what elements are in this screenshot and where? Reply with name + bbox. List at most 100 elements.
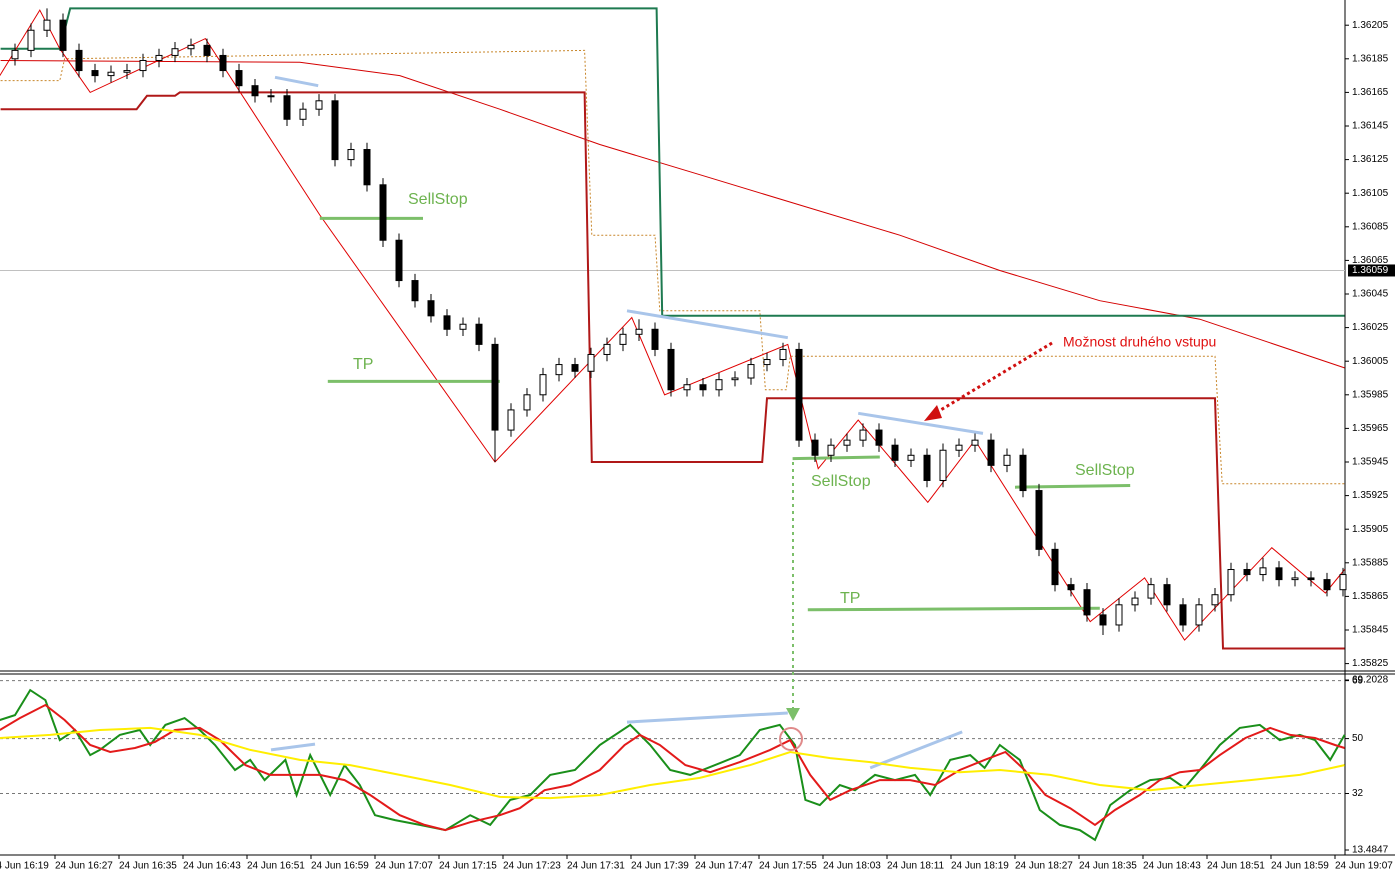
candle-body [43,19,51,31]
candle-body [683,384,691,391]
candle-body [1339,574,1347,591]
overlay-line [0,9,1345,641]
candle-body [1307,577,1315,581]
candle-body [379,184,387,241]
annotation-label: SellStop [408,191,468,208]
overlay-line [0,60,1345,369]
x-tick-label: 24 Jun 18:27 [1015,861,1073,872]
candle-body [603,343,611,355]
y-tick-label: 50 [1352,733,1364,744]
x-tick-label: 24 Jun 16:19 [0,861,49,872]
candle-body [779,348,787,361]
x-tick-label: 24 Jun 17:15 [439,861,497,872]
signal-circle [779,727,803,751]
candle-body [299,108,307,120]
candle-body [875,429,883,446]
annotation-arrow [933,341,1053,416]
candle-body [75,49,83,72]
candle-body [459,323,467,330]
y-tick-label: 1.36145 [1352,121,1389,132]
candle-body [395,239,403,282]
candle-body [1243,569,1251,576]
y-tick-label: 1.36105 [1352,188,1389,199]
x-tick-label: 24 Jun 17:47 [695,861,753,872]
candle-body [1131,597,1139,606]
candle-body [715,379,723,391]
y-tick-label: 1.35885 [1352,557,1389,568]
overlay-line [807,606,1100,612]
candle-body [347,149,355,161]
overlay-line [1014,484,1131,489]
candle-body [619,333,627,345]
last-price-box [1348,264,1395,277]
x-tick-label: 24 Jun 17:23 [503,861,561,872]
candle-body [443,315,451,330]
trend-line [270,742,316,752]
y-tick-label: 1.36085 [1352,221,1389,232]
y-tick-label: 1.36205 [1352,20,1389,31]
candle-body [699,384,707,391]
candle-body [891,444,899,461]
candle-body [1147,584,1155,599]
candle-body [171,48,179,56]
arrow-head [924,405,942,421]
candle-body [923,454,931,481]
x-tick-label: 24 Jun 18:11 [887,861,945,872]
annotation-label: SellStop [1075,462,1135,479]
indicator-line [0,726,1345,800]
candle-body [795,348,803,441]
plot-layer [0,7,1347,842]
y-tick-label: 1.36025 [1352,322,1389,333]
candle-body [1051,548,1059,586]
x-tick-label: 24 Jun 16:35 [119,861,177,872]
y-tick-label: 1.36045 [1352,289,1389,300]
overlay-line [857,411,984,435]
candle-body [651,328,659,350]
overlay-line [274,75,319,88]
candle-body [475,323,483,345]
candle-body [411,280,419,302]
x-tick-label: 24 Jun 16:43 [183,861,241,872]
candle-body [203,44,211,56]
candle-body [267,95,275,98]
candle-body [667,348,675,391]
candle-body [1259,567,1267,576]
y-tick-label: 1.36065 [1352,255,1389,266]
candle-body [1323,579,1331,591]
candle-body [843,439,851,446]
candle-body [1115,604,1123,626]
candle-body [123,70,131,73]
candle-body [1067,584,1075,591]
indicator-line [0,688,1346,842]
overlay-line [0,7,1345,317]
x-tick-label: 24 Jun 16:27 [55,861,113,872]
candle-body [1163,584,1171,606]
candle-body [155,54,163,61]
candle-body [59,19,67,51]
candle-body [955,444,963,451]
candle-body [363,149,371,186]
y-tick-label: 1.35845 [1352,625,1389,636]
candle-body [91,70,99,77]
y-tick-label: 1.36005 [1352,356,1389,367]
annotation-note: Možnost druhého vstupu [1063,334,1216,350]
candle-body [1195,604,1203,626]
candle-body [747,364,755,379]
y-tick-label: 1.36165 [1352,87,1389,98]
overlay-line [0,91,1345,650]
candle-body [1291,577,1299,581]
candle-body [971,439,979,446]
candle-body [763,359,771,366]
candle-body [507,409,515,431]
candle-body [587,353,595,372]
x-tick-label: 24 Jun 17:39 [631,861,689,872]
annotation-label: TP [353,356,373,373]
candle-body [219,54,227,72]
y-tick-label: 32 [1352,788,1364,799]
x-tick-label: 24 Jun 17:55 [759,861,817,872]
candle-body [491,343,499,431]
candle-body [1227,569,1235,596]
candle-body [939,449,947,481]
last-price-label: 1.36059 [1352,265,1389,276]
